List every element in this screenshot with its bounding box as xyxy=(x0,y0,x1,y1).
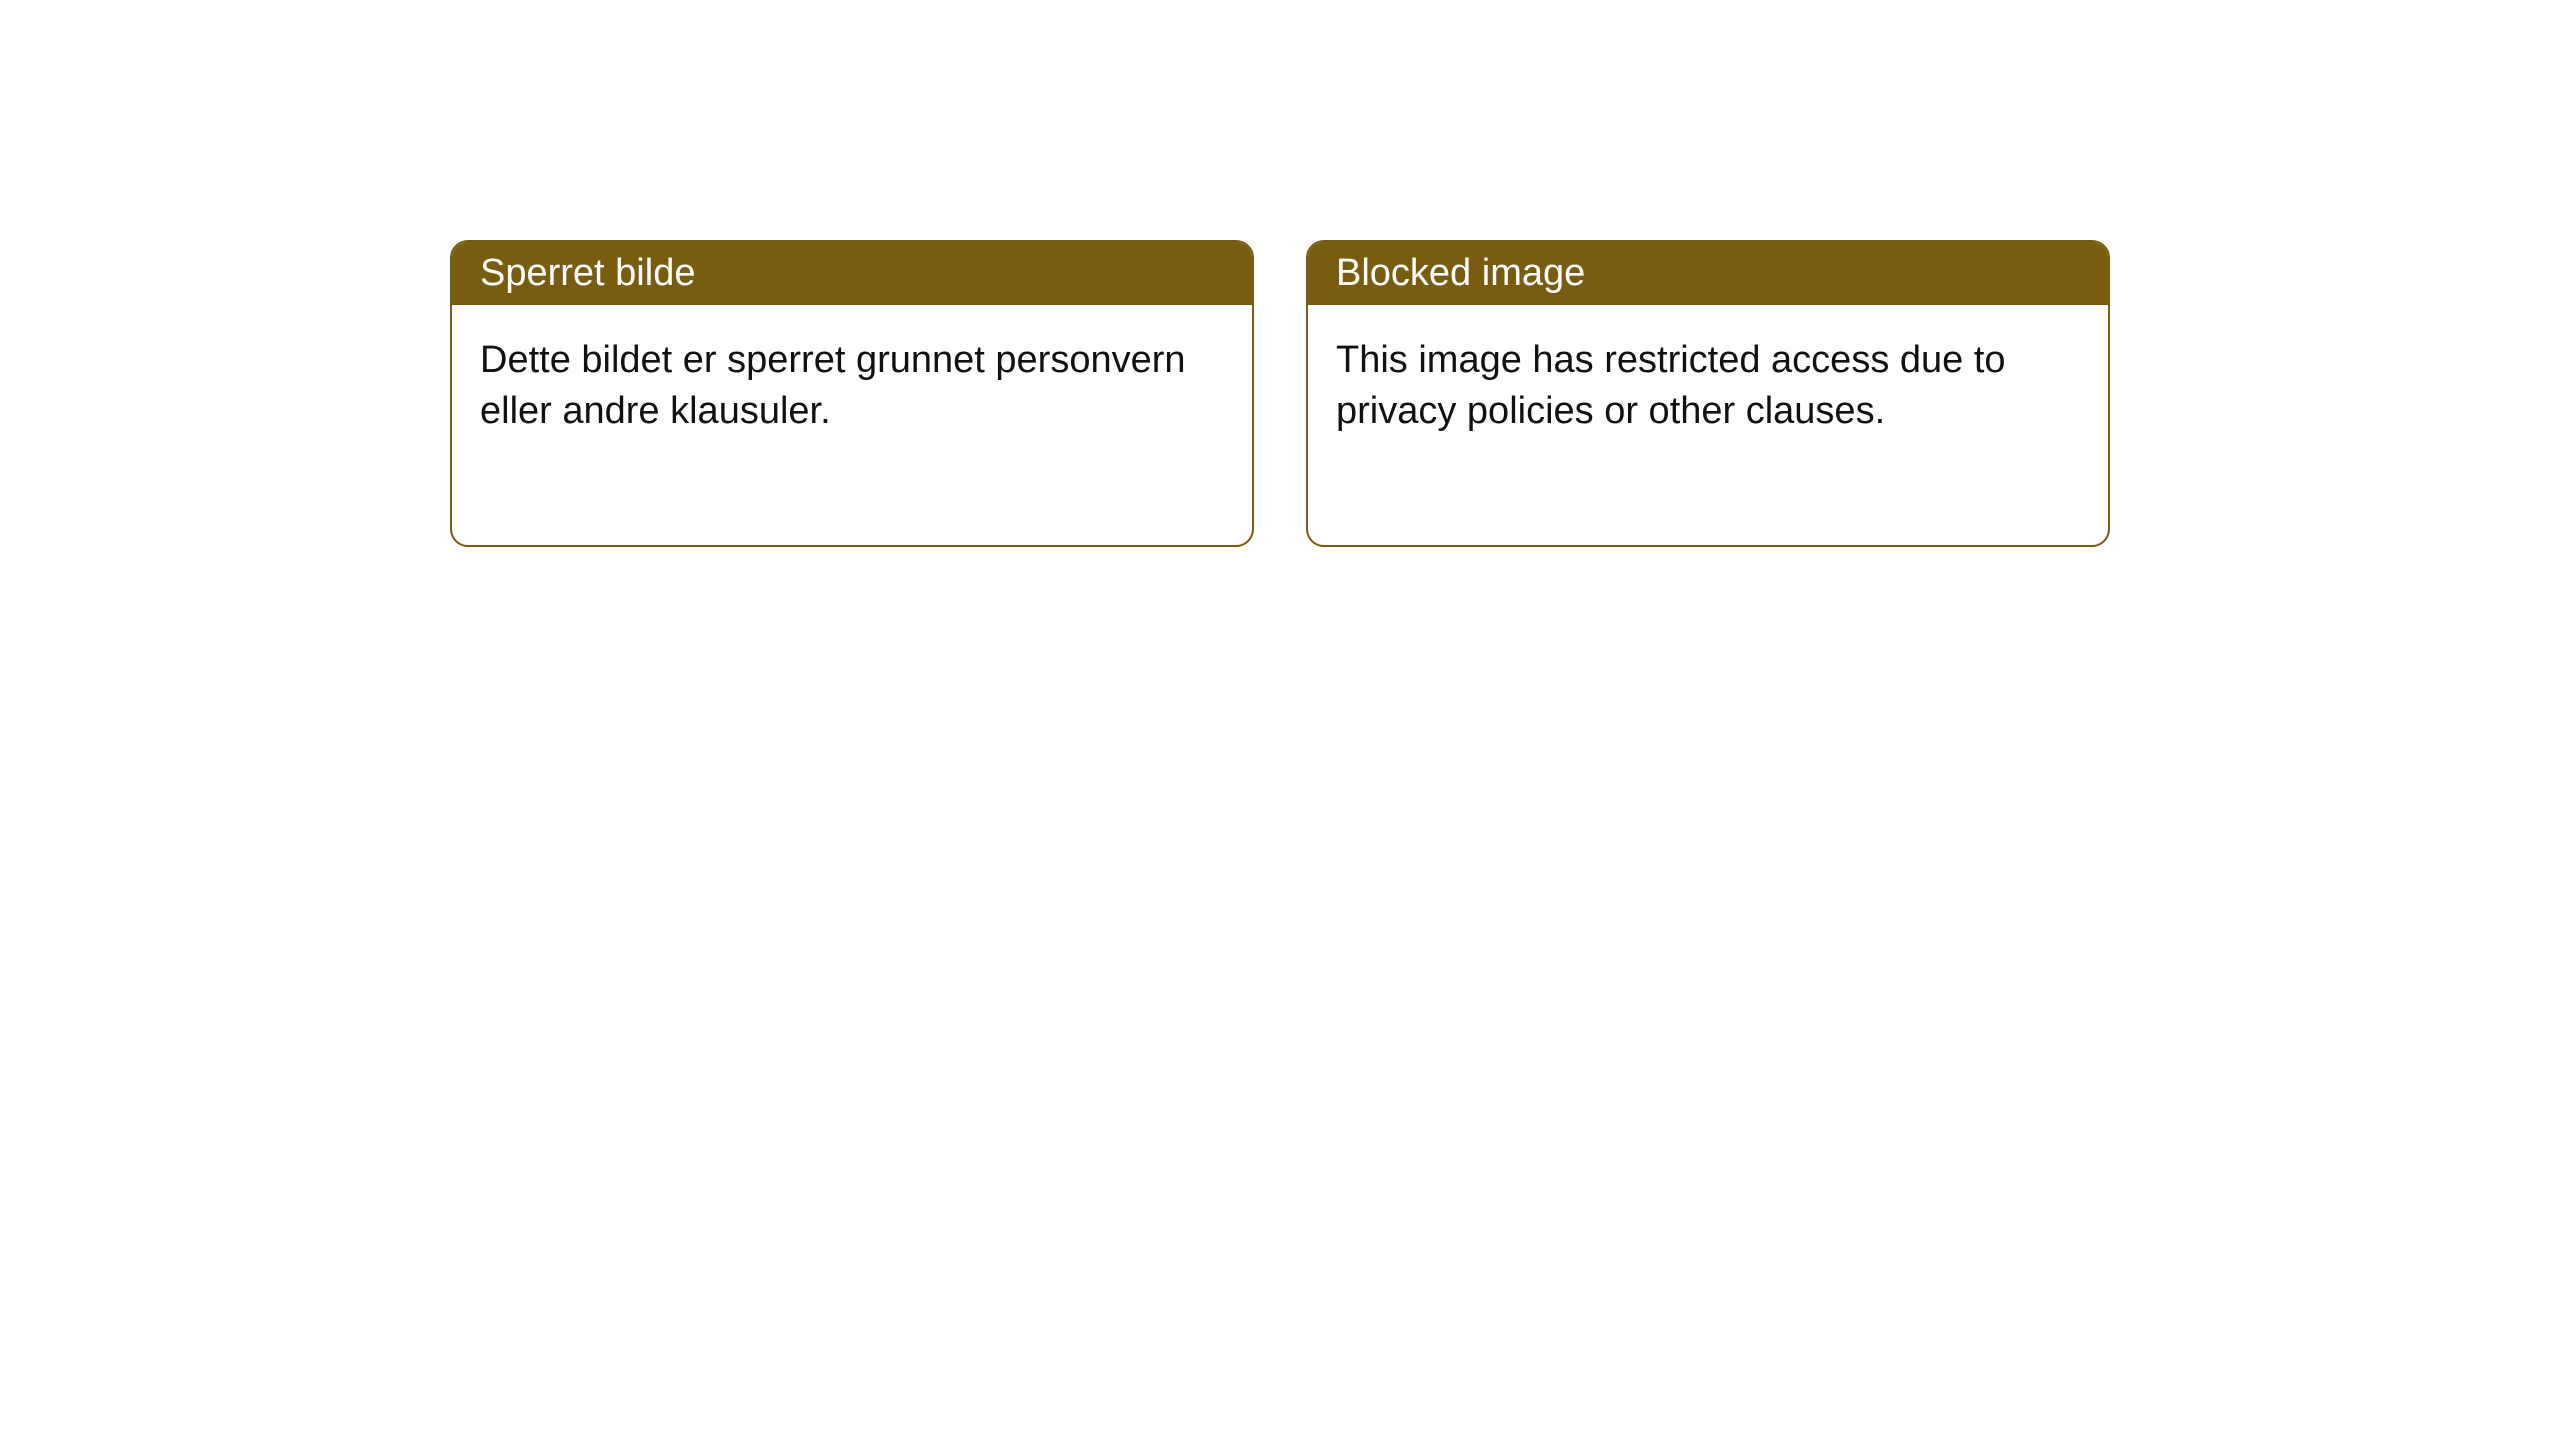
notice-container: Sperret bilde Dette bildet er sperret gr… xyxy=(0,0,2560,547)
notice-body-english: This image has restricted access due to … xyxy=(1308,305,2108,545)
notice-body-norwegian: Dette bildet er sperret grunnet personve… xyxy=(452,305,1252,545)
notice-card-english: Blocked image This image has restricted … xyxy=(1306,240,2110,547)
notice-title-english: Blocked image xyxy=(1308,242,2108,305)
notice-title-norwegian: Sperret bilde xyxy=(452,242,1252,305)
notice-card-norwegian: Sperret bilde Dette bildet er sperret gr… xyxy=(450,240,1254,547)
